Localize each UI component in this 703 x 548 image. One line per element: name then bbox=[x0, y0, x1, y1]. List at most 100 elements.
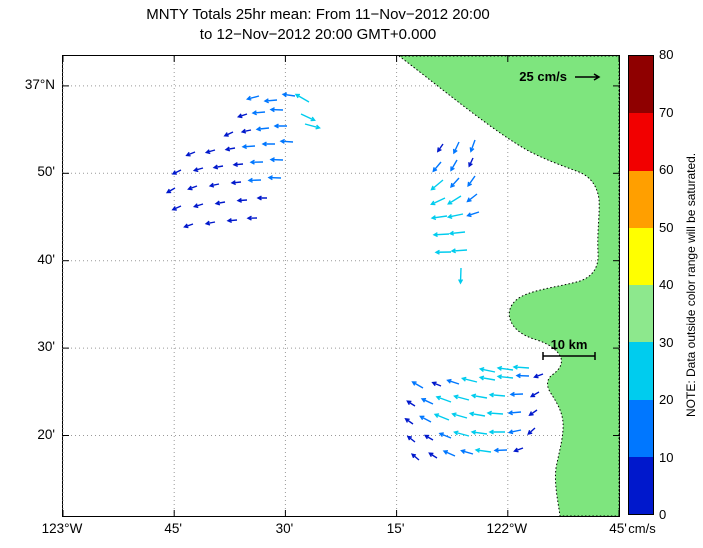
current-vector bbox=[255, 126, 270, 132]
y-tick-label: 50' bbox=[37, 164, 55, 180]
map-plot-area: 25 cm/s 10 km bbox=[62, 55, 620, 517]
current-vector bbox=[466, 211, 480, 218]
current-vector bbox=[470, 393, 488, 399]
map-canvas: 25 cm/s 10 km bbox=[62, 55, 620, 517]
current-vector bbox=[447, 195, 462, 205]
plot-title-line1: MNTY Totals 25hr mean: From 11−Nov−2012 … bbox=[146, 6, 490, 23]
current-vector bbox=[453, 141, 460, 155]
current-vector bbox=[470, 429, 488, 435]
current-vector bbox=[488, 392, 506, 398]
current-vector bbox=[171, 205, 182, 211]
current-vector bbox=[496, 374, 514, 380]
colorbar-segment bbox=[629, 285, 653, 343]
current-vector bbox=[269, 157, 284, 163]
current-vector bbox=[509, 391, 524, 397]
current-vector bbox=[442, 450, 456, 457]
current-vector bbox=[529, 391, 540, 398]
current-vector bbox=[460, 449, 474, 455]
current-vector bbox=[435, 395, 452, 403]
current-vector bbox=[263, 98, 278, 104]
current-vector bbox=[453, 394, 470, 401]
colorbar-tick-label: 70 bbox=[659, 104, 674, 120]
colorbar-units-label: cm/s bbox=[628, 521, 656, 536]
current-vector bbox=[420, 398, 434, 405]
current-vector bbox=[513, 447, 524, 453]
current-vector bbox=[467, 175, 476, 187]
current-vector bbox=[256, 195, 267, 201]
current-vector bbox=[247, 177, 262, 183]
current-vector bbox=[300, 113, 316, 122]
distance-scale-bar bbox=[542, 352, 596, 360]
current-vector bbox=[251, 110, 266, 116]
current-vector bbox=[450, 248, 468, 254]
current-vector bbox=[279, 138, 294, 144]
current-vector bbox=[304, 123, 321, 130]
current-vector bbox=[515, 373, 530, 379]
current-vector bbox=[432, 232, 450, 238]
colorbar-tick-label: 60 bbox=[659, 162, 674, 177]
current-vector bbox=[246, 215, 258, 221]
current-vector bbox=[236, 197, 248, 203]
current-vector bbox=[269, 107, 284, 113]
current-vector bbox=[450, 159, 458, 172]
x-tick-label: 45' bbox=[164, 521, 182, 536]
land-coastline bbox=[397, 55, 620, 517]
current-vector bbox=[507, 410, 522, 416]
y-tick-label: 20' bbox=[37, 426, 55, 442]
current-vector bbox=[261, 141, 275, 147]
current-vector bbox=[496, 365, 514, 371]
current-vector bbox=[423, 434, 434, 441]
current-vector bbox=[404, 417, 414, 425]
plot-title-line2: to 12−Nov−2012 20:00 GMT+0.000 bbox=[199, 26, 437, 43]
colorbar-segment bbox=[629, 56, 653, 114]
current-vector bbox=[204, 149, 216, 155]
current-vector bbox=[430, 215, 448, 221]
current-vector bbox=[245, 95, 260, 101]
current-vector bbox=[212, 164, 224, 170]
x-tick-label: 30' bbox=[275, 521, 294, 536]
y-tick-label: 37°N bbox=[24, 76, 55, 92]
current-vector bbox=[185, 151, 196, 157]
current-vector bbox=[448, 230, 466, 236]
current-vector bbox=[208, 182, 220, 188]
current-vector bbox=[281, 92, 296, 98]
current-vector bbox=[192, 167, 204, 173]
y-tick-label: 30' bbox=[37, 339, 55, 355]
colorbar-segment bbox=[629, 456, 653, 514]
current-vector bbox=[410, 453, 420, 461]
current-vector bbox=[230, 180, 242, 186]
current-vector bbox=[446, 378, 460, 385]
x-tick-label: 122°W bbox=[486, 521, 528, 536]
current-vector bbox=[468, 157, 474, 168]
current-vector bbox=[431, 381, 442, 387]
colorbar bbox=[628, 55, 654, 515]
current-vector bbox=[187, 185, 198, 191]
current-vector bbox=[527, 427, 536, 435]
current-vector bbox=[451, 412, 468, 419]
x-tick-label: 123°W bbox=[41, 521, 83, 536]
current-vector bbox=[512, 364, 530, 370]
current-vector bbox=[171, 169, 182, 175]
colorbar-tick-label: 40 bbox=[659, 277, 674, 292]
current-vector bbox=[267, 175, 282, 181]
current-vector bbox=[204, 220, 216, 226]
current-vector bbox=[478, 375, 496, 381]
current-vector bbox=[488, 429, 505, 435]
scale-vector-arrow-icon bbox=[575, 73, 601, 81]
x-tick-label: 15' bbox=[386, 521, 405, 536]
current-vector bbox=[446, 213, 464, 219]
colorbar-tick-label: 80 bbox=[659, 47, 674, 62]
current-vector bbox=[241, 144, 256, 150]
current-vector bbox=[438, 432, 452, 439]
colorbar-tick-label: 10 bbox=[659, 449, 674, 465]
current-vector bbox=[478, 367, 496, 373]
scale-vector-label: 25 cm/s bbox=[519, 69, 567, 84]
current-vector bbox=[240, 128, 252, 134]
colorbar-segment bbox=[629, 113, 653, 171]
current-vector bbox=[183, 223, 194, 229]
y-tick-label: 40' bbox=[37, 251, 55, 267]
colorbar-tick-label: 30 bbox=[659, 334, 674, 350]
current-vector bbox=[468, 411, 486, 417]
current-vector bbox=[493, 447, 508, 453]
current-vector bbox=[430, 179, 444, 191]
